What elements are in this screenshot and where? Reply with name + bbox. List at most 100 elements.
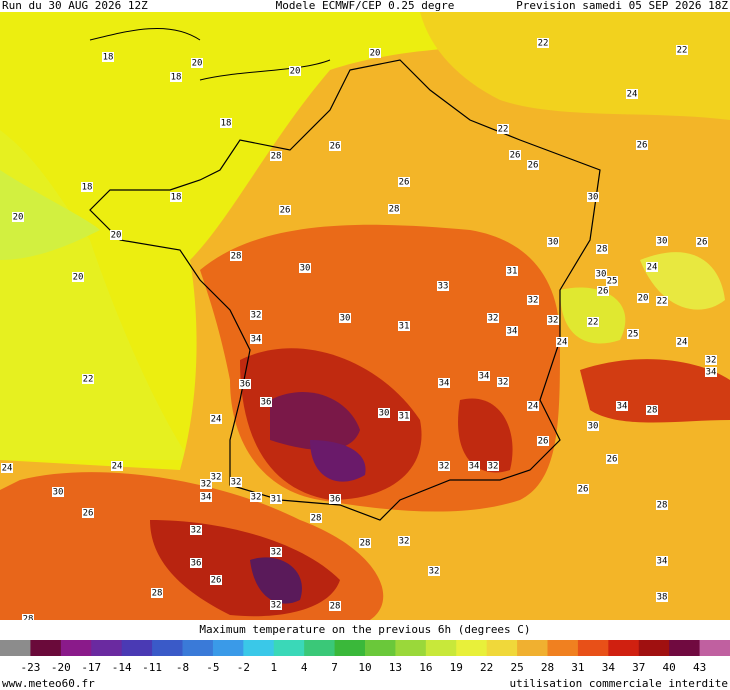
color-swatch bbox=[182, 640, 214, 656]
label-box bbox=[626, 89, 638, 99]
color-swatch bbox=[91, 640, 123, 656]
legend-tick-label: -14 bbox=[112, 661, 132, 674]
label-box bbox=[509, 150, 521, 160]
contour-label: 32 bbox=[528, 296, 539, 306]
contour-label: 30 bbox=[588, 422, 599, 432]
contour-label: 26 bbox=[607, 455, 618, 465]
color-swatch bbox=[456, 640, 488, 656]
contour-label: 36 bbox=[261, 398, 272, 408]
contour-label: 25 bbox=[628, 330, 639, 340]
color-swatch bbox=[638, 640, 670, 656]
label-box bbox=[190, 558, 202, 568]
contour-label: 31 bbox=[507, 267, 518, 277]
legend-tick-label: 37 bbox=[632, 661, 645, 674]
legend-tick-label: 7 bbox=[331, 661, 338, 674]
contour-label: 20 bbox=[73, 273, 84, 283]
color-swatch bbox=[0, 640, 31, 656]
label-box bbox=[587, 317, 599, 327]
label-box bbox=[270, 600, 282, 610]
contour-label: 24 bbox=[528, 402, 539, 412]
label-box bbox=[260, 397, 272, 407]
contour-label: 32 bbox=[429, 567, 440, 577]
legend-tick-label: 1 bbox=[270, 661, 277, 674]
label-box bbox=[587, 192, 599, 202]
contour-label: 26 bbox=[528, 161, 539, 171]
contour-label: 24 bbox=[627, 90, 638, 100]
contour-label: 32 bbox=[271, 601, 282, 611]
color-swatch bbox=[608, 640, 640, 656]
color-swatch bbox=[121, 640, 153, 656]
label-box bbox=[239, 379, 251, 389]
legend-tick-label: 13 bbox=[389, 661, 402, 674]
legend-tick-label: 28 bbox=[541, 661, 554, 674]
label-box bbox=[506, 266, 518, 276]
contour-label: 32 bbox=[488, 314, 499, 324]
color-swatch bbox=[425, 640, 457, 656]
legend-tick-label: -5 bbox=[206, 661, 219, 674]
contour-label: 28 bbox=[597, 245, 608, 255]
label-box bbox=[1, 463, 13, 473]
contour-label: 26 bbox=[578, 485, 589, 495]
contour-label: 28 bbox=[330, 602, 341, 612]
label-box bbox=[597, 286, 609, 296]
contour-label: 34 bbox=[479, 372, 490, 382]
label-box bbox=[547, 237, 559, 247]
legend-tick-label: 40 bbox=[663, 661, 676, 674]
contour-label: 24 bbox=[211, 415, 222, 425]
label-box bbox=[398, 177, 410, 187]
contour-label: 32 bbox=[271, 548, 282, 558]
contour-label: 34 bbox=[201, 493, 212, 503]
contour-label: 28 bbox=[389, 205, 400, 215]
contour-label: 30 bbox=[657, 237, 668, 247]
contour-label: 31 bbox=[399, 322, 410, 332]
label-box bbox=[656, 236, 668, 246]
label-box bbox=[82, 374, 94, 384]
label-box bbox=[72, 272, 84, 282]
label-box bbox=[636, 140, 648, 150]
label-box bbox=[250, 492, 262, 502]
label-box bbox=[705, 355, 717, 365]
label-box bbox=[378, 408, 390, 418]
label-box bbox=[191, 58, 203, 68]
notice: utilisation commerciale interdite bbox=[509, 677, 728, 690]
label-box bbox=[250, 334, 262, 344]
label-box bbox=[656, 500, 668, 510]
label-box bbox=[82, 508, 94, 518]
label-box bbox=[398, 321, 410, 331]
label-box bbox=[497, 124, 509, 134]
contour-label: 18 bbox=[171, 73, 182, 83]
contour-label: 32 bbox=[251, 311, 262, 321]
label-box bbox=[398, 536, 410, 546]
contour-label: 26 bbox=[538, 437, 549, 447]
color-swatch bbox=[30, 640, 62, 656]
label-box bbox=[637, 293, 649, 303]
color-swatch bbox=[273, 640, 305, 656]
contour-label: 30 bbox=[596, 270, 607, 280]
label-box bbox=[398, 411, 410, 421]
contour-label: 28 bbox=[23, 615, 34, 625]
label-box bbox=[102, 52, 114, 62]
label-box bbox=[437, 281, 449, 291]
label-box bbox=[527, 295, 539, 305]
label-box bbox=[606, 276, 618, 286]
contour-label: 28 bbox=[231, 252, 242, 262]
legend-tick-label: -17 bbox=[81, 661, 101, 674]
legend-tick-label: 4 bbox=[301, 661, 308, 674]
run-info: Run du 30 AUG 2026 12Z bbox=[2, 0, 148, 12]
legend-title: Maximum temperature on the previous 6h (… bbox=[199, 623, 530, 636]
contour-label: 34 bbox=[469, 462, 480, 472]
label-box bbox=[299, 263, 311, 273]
contour-label: 32 bbox=[706, 356, 717, 366]
contour-label: 20 bbox=[370, 49, 381, 59]
forecast-info: Prevision samedi 05 SEP 2026 18Z bbox=[516, 0, 728, 12]
label-box bbox=[210, 414, 222, 424]
label-box bbox=[676, 337, 688, 347]
label-box bbox=[230, 477, 242, 487]
label-box bbox=[596, 244, 608, 254]
contour-label: 28 bbox=[271, 152, 282, 162]
extreme-zone bbox=[270, 391, 360, 450]
contour-label: 28 bbox=[311, 514, 322, 524]
label-box bbox=[438, 461, 450, 471]
color-swatch bbox=[517, 640, 548, 656]
label-box bbox=[220, 118, 232, 128]
